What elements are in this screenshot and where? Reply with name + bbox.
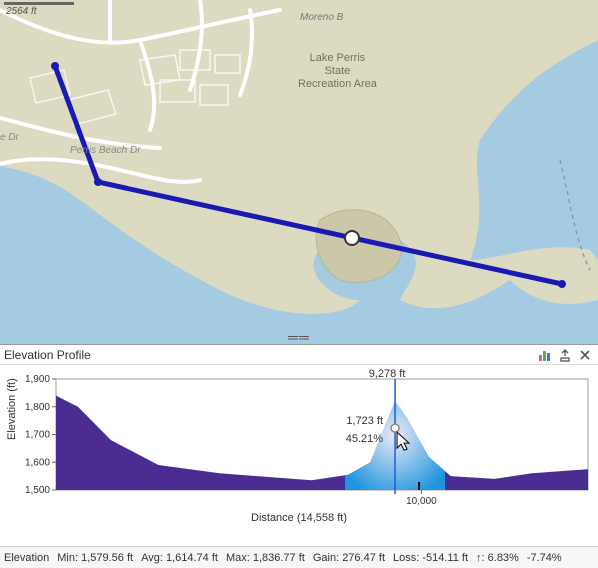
pane-drag-handle[interactable]: ══: [0, 330, 598, 344]
path-vertex: [94, 178, 102, 186]
path-vertex: [558, 280, 566, 288]
export-button[interactable]: [556, 346, 574, 364]
elevation-chart[interactable]: Elevation (ft) 1,5001,6001,7001,8001,900…: [0, 365, 598, 510]
stat-max: Max: 1,836.77 ft: [226, 552, 305, 564]
stat-min: Min: 1,579.56 ft: [57, 552, 133, 564]
park-label-line: Lake Perris: [310, 52, 366, 64]
svg-text:1,500: 1,500: [25, 485, 50, 496]
road-label: Perris Beach Dr: [70, 145, 141, 156]
svg-text:1,900: 1,900: [25, 374, 50, 385]
close-button[interactable]: [576, 346, 594, 364]
map-label: Moreno B: [300, 12, 343, 23]
bar-chart-icon: [538, 348, 552, 362]
svg-text:1,723 ft: 1,723 ft: [346, 415, 383, 427]
svg-text:1,700: 1,700: [25, 430, 50, 441]
park-label-line: State: [325, 65, 351, 77]
svg-text:45.21%: 45.21%: [346, 433, 384, 445]
elevation-profile-pane: Elevation Profile Elevation (ft) 1,5001,…: [0, 344, 598, 568]
svg-text:9,278 ft: 9,278 ft: [369, 368, 406, 380]
road-label: e Dr: [0, 132, 19, 143]
close-icon: [579, 349, 591, 361]
export-icon: [558, 348, 572, 362]
profile-header: Elevation Profile: [0, 345, 598, 365]
position-marker: [345, 231, 359, 245]
stat-loss: Loss: -514.11 ft: [393, 552, 468, 564]
chart-options-button[interactable]: [536, 346, 554, 364]
profile-title: Elevation Profile: [4, 348, 91, 362]
svg-text:10,000: 10,000: [406, 496, 437, 507]
svg-text:1,800: 1,800: [25, 402, 50, 413]
park-label: Lake Perris State Recreation Area: [298, 52, 377, 91]
stat-down: -7.74%: [527, 552, 562, 564]
x-axis-label: Distance (14,558 ft): [0, 510, 598, 530]
scale-label: 2564 ft: [6, 6, 37, 17]
scale-bar: [4, 2, 74, 5]
park-label-line: Recreation Area: [298, 78, 377, 90]
stats-label: Elevation: [4, 552, 49, 564]
svg-text:1,600: 1,600: [25, 457, 50, 468]
stats-bar: Elevation Min: 1,579.56 ft Avg: 1,614.74…: [0, 546, 598, 568]
stat-avg: Avg: 1,614.74 ft: [141, 552, 218, 564]
stat-up: ↑: 6.83%: [476, 552, 519, 564]
map-pane[interactable]: 2564 ft Moreno B Lake Perris State Recre…: [0, 0, 598, 344]
stat-gain: Gain: 276.47 ft: [313, 552, 385, 564]
path-vertex: [51, 62, 59, 70]
